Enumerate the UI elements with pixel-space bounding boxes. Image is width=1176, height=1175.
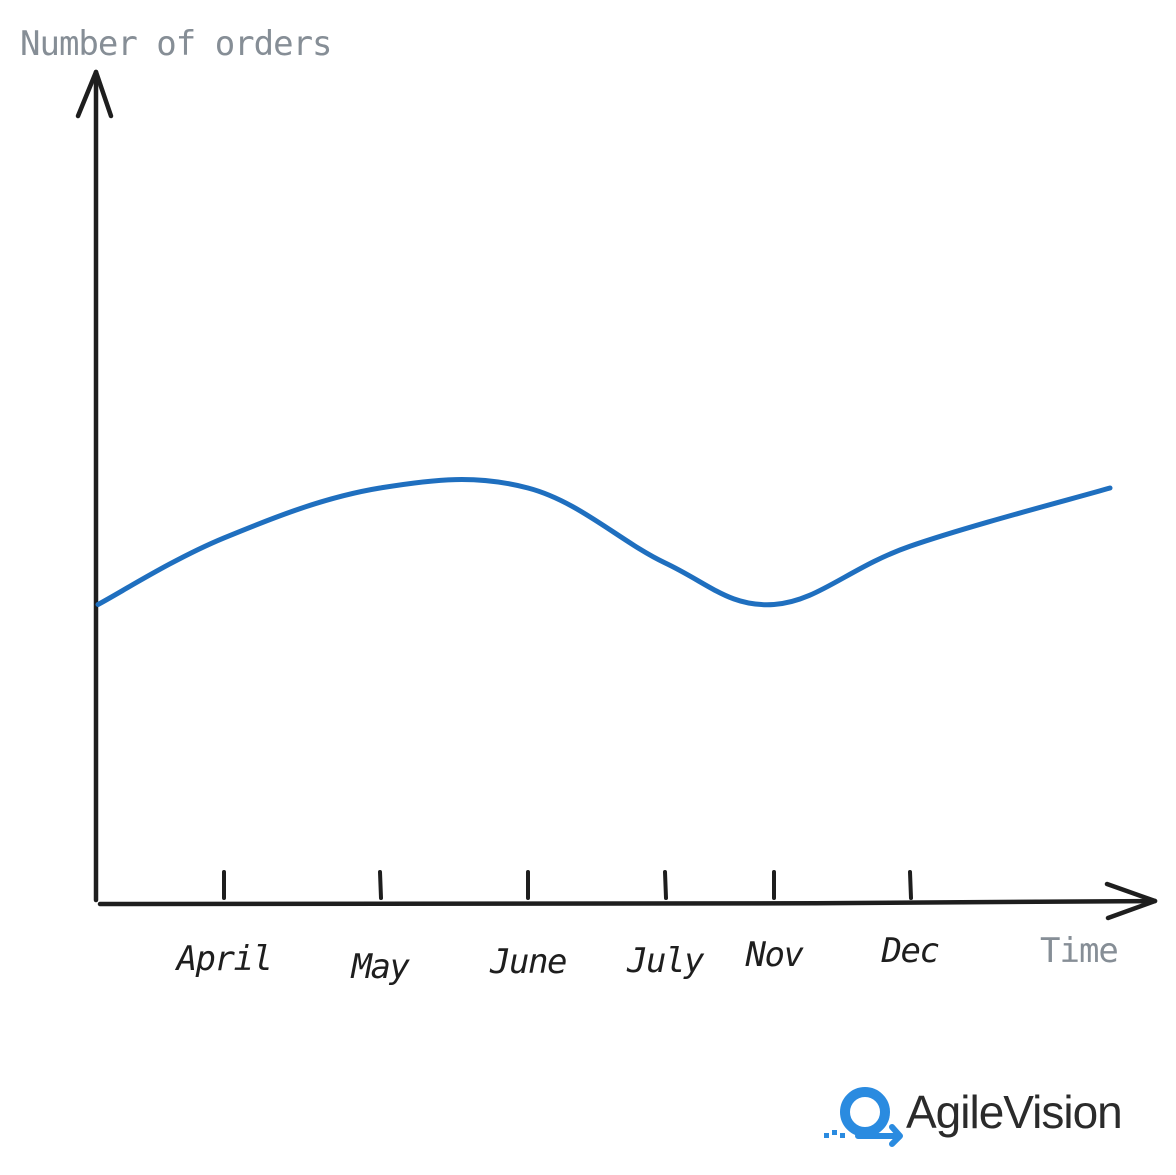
x-tick-label-dec: Dec	[881, 931, 939, 971]
x-ticks	[222, 870, 913, 900]
x-tick-dec	[908, 870, 913, 900]
y-axis-arrowhead	[75, 69, 114, 119]
x-axis-title: Time	[1040, 931, 1118, 971]
x-tick-label-nov: Nov	[745, 935, 805, 975]
x-tick-label-may: May	[351, 947, 411, 987]
series-line	[95, 476, 1113, 608]
x-tick-july	[663, 870, 668, 900]
logo-text: AgileVision	[906, 1086, 1122, 1138]
x-axis-arrowhead	[1104, 881, 1158, 921]
logo-mark-icon	[824, 1087, 903, 1147]
x-tick-label-july: July	[626, 941, 705, 981]
agilevision-logo: AgileVision	[824, 1086, 1123, 1147]
x-tick-may	[378, 870, 383, 900]
x-tick-label-april: April	[175, 939, 272, 979]
x-tick-label-june: June	[489, 942, 566, 982]
x-axis-line	[97, 898, 1158, 907]
y-axis-line	[93, 69, 99, 903]
x-tick-labels: April May June July Nov Dec	[175, 931, 940, 987]
y-axis-title: Number of orders	[20, 24, 332, 64]
